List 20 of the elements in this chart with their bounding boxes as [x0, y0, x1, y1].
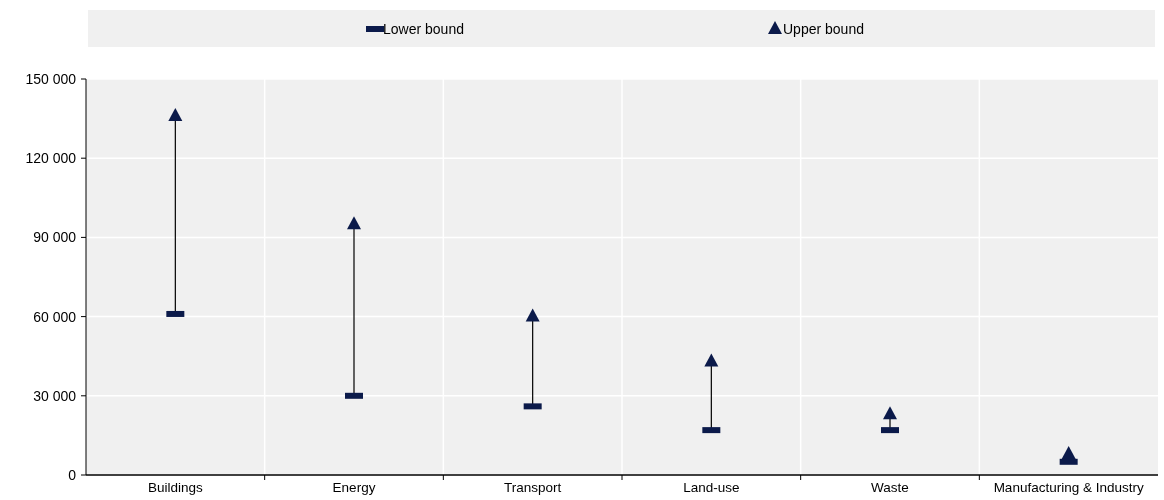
- x-tick-label: Transport: [504, 480, 562, 495]
- x-tick-label: Buildings: [147, 480, 203, 495]
- point: [883, 406, 897, 420]
- legend-label: Upper bound: [783, 20, 864, 37]
- point: [1061, 445, 1076, 459]
- point: [704, 353, 719, 367]
- y-tick-label: 120 000: [25, 150, 77, 167]
- y-tick-label: 60 000: [33, 308, 77, 325]
- x-tick-label: Waste: [871, 480, 909, 495]
- point: [168, 107, 183, 121]
- legend-label: Lower bound: [383, 20, 464, 37]
- y-tick-label: 30 000: [33, 387, 77, 404]
- x-tick-label: Manufacturing & Industry: [993, 480, 1144, 495]
- point: [347, 216, 361, 230]
- point: [525, 308, 540, 322]
- y-tick-label: 150 000: [25, 70, 77, 87]
- x-tick-label: Land-use: [683, 480, 740, 495]
- x-tick-label: Energy: [332, 480, 376, 495]
- y-tick-label: 0: [68, 466, 77, 483]
- y-tick-label: 90 000: [33, 229, 77, 246]
